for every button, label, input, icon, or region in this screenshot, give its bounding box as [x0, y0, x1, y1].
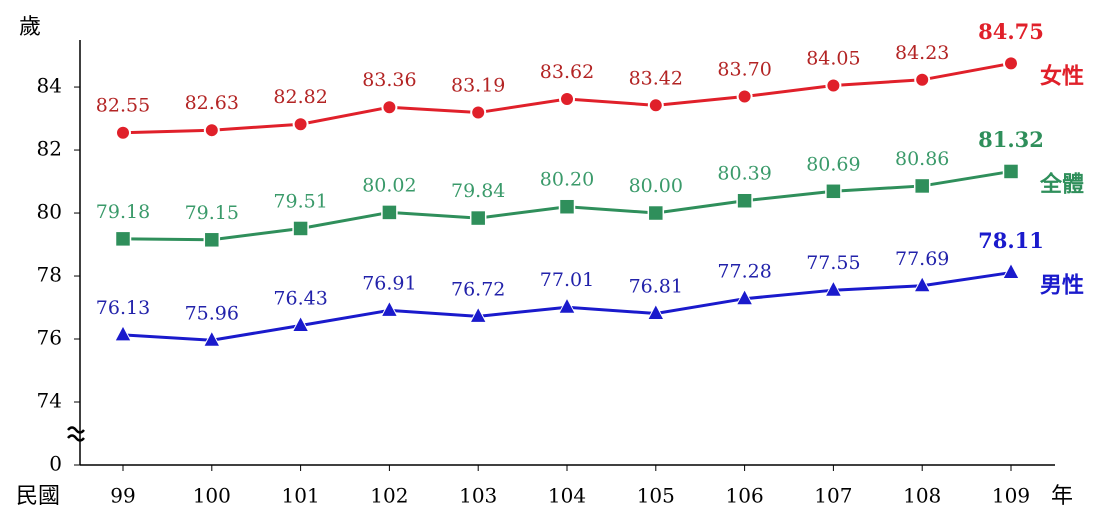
point: [203, 122, 220, 139]
point: [647, 204, 665, 222]
point: [1002, 262, 1020, 280]
point: [202, 330, 221, 347]
point: [469, 306, 488, 323]
x-tick-label: 102: [370, 484, 408, 508]
y-tick-label: 80: [37, 200, 62, 224]
value-label: 84.75: [978, 19, 1044, 44]
y-tick-label: 78: [37, 263, 62, 287]
value-label: 79.18: [96, 201, 150, 223]
x-tick-label: 103: [459, 484, 497, 508]
point: [559, 91, 575, 108]
point: [913, 177, 931, 195]
point: [736, 192, 753, 209]
value-label: 82.55: [96, 95, 150, 117]
value-label: 76.81: [629, 276, 683, 298]
x-tick-label: 109: [992, 484, 1030, 508]
point: [1002, 163, 1020, 180]
value-label: 76.72: [451, 278, 505, 300]
point: [292, 116, 309, 133]
value-label: 76.43: [273, 287, 327, 309]
value-label: 77.28: [717, 261, 771, 283]
series-name: 女性: [1040, 63, 1084, 89]
value-label: 79.51: [273, 190, 327, 212]
y-tick-label: 82: [37, 137, 62, 161]
value-label: 79.84: [451, 180, 505, 202]
point: [115, 124, 131, 141]
x-label-left: 民國: [16, 484, 60, 509]
point: [825, 77, 842, 94]
value-label: 76.91: [362, 272, 416, 294]
point: [913, 275, 932, 293]
series-name: 全體: [1039, 171, 1084, 197]
value-label: 83.70: [717, 58, 771, 80]
value-label: 80.39: [717, 163, 771, 185]
x-tick-label: 106: [726, 484, 764, 508]
value-label: 84.23: [895, 42, 949, 64]
point: [114, 324, 132, 342]
y-tick-label: 74: [37, 389, 62, 413]
x-label-right: 年: [1051, 484, 1073, 509]
x-tick-label: 105: [637, 484, 675, 508]
value-label: 76.13: [96, 297, 150, 319]
point: [469, 209, 487, 227]
x-tick-label: 104: [548, 484, 586, 508]
value-label: 82.63: [185, 92, 239, 114]
value-label: 81.32: [978, 127, 1044, 152]
value-label: 83.36: [362, 69, 416, 91]
point: [646, 303, 665, 320]
point: [381, 204, 398, 221]
point: [114, 230, 132, 248]
value-label: 77.01: [540, 269, 594, 291]
point: [380, 300, 399, 317]
x-tick-label: 99: [110, 484, 135, 508]
y-tick-label: 76: [37, 326, 62, 350]
value-label: 84.05: [806, 47, 860, 69]
point: [558, 198, 576, 215]
value-label: 83.62: [540, 61, 594, 83]
axis-break: [67, 426, 85, 442]
point: [203, 231, 221, 249]
point: [824, 280, 843, 297]
value-label: 77.55: [806, 252, 860, 274]
value-label: 77.69: [895, 248, 949, 270]
value-label: 80.02: [362, 174, 416, 196]
value-label: 83.42: [629, 67, 683, 89]
value-label: 82.82: [273, 86, 327, 108]
point: [825, 183, 842, 200]
value-label: 79.15: [185, 202, 239, 224]
point: [735, 288, 754, 306]
point: [1003, 55, 1019, 72]
point: [291, 315, 310, 332]
series-name: 男性: [1040, 273, 1084, 299]
x-tick-label: 100: [193, 484, 231, 508]
value-label: 75.96: [185, 302, 239, 324]
point: [736, 88, 753, 105]
x-tick-label: 101: [282, 484, 320, 508]
point: [381, 99, 398, 116]
point: [914, 71, 931, 88]
value-label: 83.19: [451, 75, 505, 97]
value-label: 78.11: [978, 228, 1044, 253]
value-label: 80.00: [629, 175, 683, 197]
x-tick-label: 107: [814, 484, 852, 508]
value-label: 80.20: [540, 169, 594, 191]
y-tick-label: 0: [49, 452, 62, 476]
value-label: 80.86: [895, 148, 949, 170]
x-tick-label: 108: [903, 484, 941, 508]
point: [470, 104, 487, 121]
y-tick-label: 84: [37, 74, 62, 98]
value-label: 80.69: [806, 153, 860, 175]
y-unit: 歲: [19, 15, 41, 40]
point: [647, 97, 664, 114]
point: [558, 297, 576, 314]
point: [292, 220, 309, 237]
